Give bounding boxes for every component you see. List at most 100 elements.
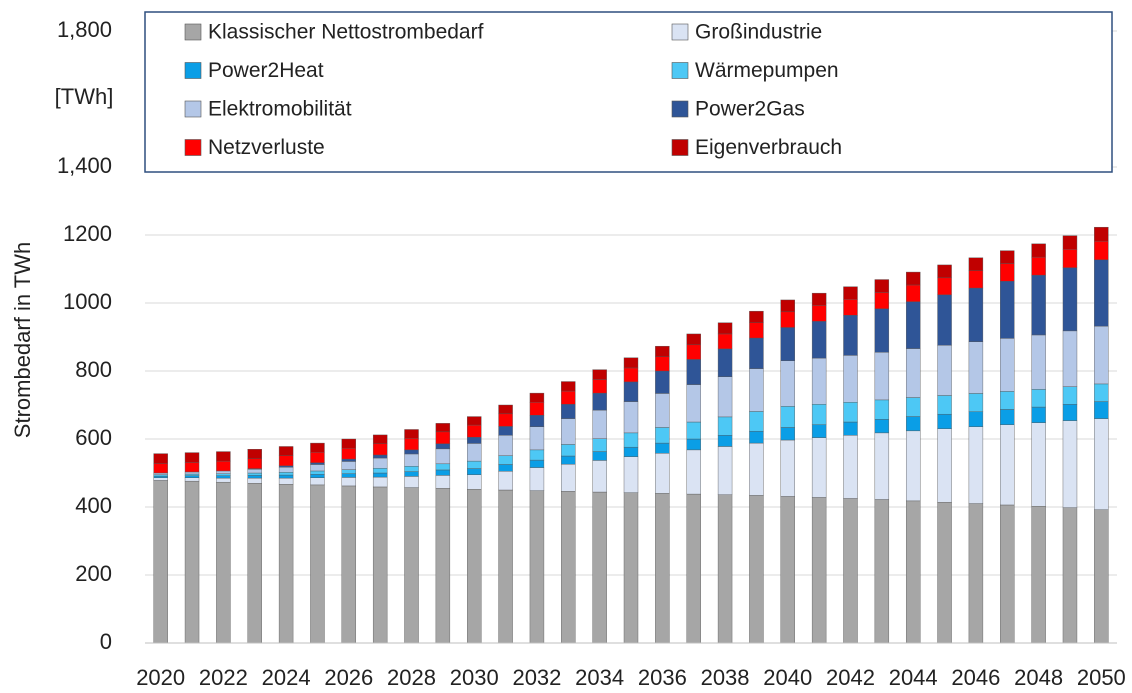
bar-segment (1000, 504, 1015, 644)
bar-segment (905, 397, 921, 417)
bar-segment (780, 327, 795, 362)
bar-segment (623, 401, 639, 434)
bar-segment (968, 257, 984, 271)
bar-segment (247, 477, 262, 484)
bar-segment (247, 472, 262, 476)
bar-segment (561, 381, 576, 392)
bar-segment (341, 469, 357, 474)
bar-segment (1062, 420, 1078, 508)
x-tick-label: 2028 (387, 665, 436, 688)
bar-segment (874, 419, 890, 434)
legend-swatch (671, 100, 689, 118)
bar-segment (1062, 404, 1078, 421)
bar-segment (1094, 226, 1109, 242)
bar-segment (498, 426, 513, 436)
bar-segment (184, 462, 200, 473)
bar-segment (623, 432, 639, 448)
bar-segment (592, 491, 607, 644)
bar-segment (278, 484, 294, 644)
legend-swatch (184, 62, 202, 79)
x-tick-label: 2038 (701, 665, 750, 688)
bar-segment (467, 437, 482, 444)
bar-segment (811, 305, 827, 322)
bar-segment (1000, 409, 1015, 425)
bar-segment (717, 376, 733, 418)
bar-segment (153, 472, 168, 475)
bar-segment (278, 472, 294, 476)
bar-segment (561, 491, 576, 644)
bar-segment (686, 421, 701, 440)
bar-segment (529, 415, 545, 427)
bar-segment (184, 452, 200, 463)
bar-segment (1094, 259, 1109, 327)
bar-segment (341, 447, 357, 460)
bar-segment (341, 473, 357, 478)
x-tick-label: 2032 (512, 665, 561, 688)
bar-segment (372, 434, 388, 444)
bar-segment (968, 426, 984, 504)
bar-segment (780, 439, 795, 497)
bar-segment (686, 344, 701, 360)
bar-segment (874, 279, 890, 293)
bar-segment (686, 384, 701, 423)
bar-segment (655, 345, 670, 357)
bar-segment (655, 370, 670, 394)
bar-segment (937, 344, 952, 396)
bar-segment (749, 322, 764, 339)
bar-segment (310, 470, 325, 475)
bar-segment (874, 308, 890, 353)
bar-segment (372, 468, 388, 474)
bar-segment (467, 474, 482, 490)
bar-segment (780, 427, 795, 441)
bar-segment (216, 477, 231, 483)
y-tick-label: 1,800 (57, 17, 112, 42)
bar-segment (467, 468, 482, 475)
bar-segment (341, 461, 357, 470)
legend-label: Power2Heat (208, 59, 324, 82)
legend-label: Elektromobilität (208, 98, 352, 121)
bar-segment (153, 477, 168, 481)
bar-segment (843, 355, 858, 403)
bar-segment (498, 435, 513, 456)
bar-segment (404, 453, 419, 467)
bar-segment (937, 428, 952, 503)
x-tick-label: 2024 (262, 665, 311, 688)
bar-segment (216, 460, 231, 472)
bar-segment (874, 499, 890, 644)
legend-swatch (184, 139, 202, 156)
bar-segment (749, 310, 764, 323)
bar-segment (843, 315, 858, 356)
y-tick-label: 1,400 (57, 153, 112, 178)
legend-box (144, 11, 1113, 173)
bar-segment (780, 299, 795, 313)
bar-segment (310, 442, 325, 453)
legend-label: Wärmepumpen (695, 59, 839, 82)
x-tick-label: 2026 (324, 665, 373, 688)
bar-segment (404, 438, 419, 451)
bar-segment (1000, 338, 1015, 392)
bar-segment (1000, 391, 1015, 410)
bar-segment (1094, 325, 1109, 385)
bar-segment (686, 493, 701, 644)
bar-segment (1062, 386, 1078, 405)
legend-label: Großindustrie (695, 21, 822, 44)
bar-segment (937, 294, 952, 346)
bar-segment (1000, 250, 1015, 264)
bar-segment (529, 449, 545, 461)
bar-segment (404, 466, 419, 472)
bar-segment (1000, 424, 1015, 506)
bar-segment (529, 467, 545, 491)
legend-label: Eigenverbrauch (695, 136, 842, 159)
bar-segment (1062, 330, 1078, 387)
bar-segment (1031, 274, 1046, 336)
bar-segment (811, 404, 827, 425)
bar-segment (874, 399, 890, 420)
bar-segment (529, 490, 545, 644)
bar-segment (435, 431, 451, 444)
bar-segment (623, 367, 639, 383)
x-tick-label: 2048 (1014, 665, 1063, 688)
bar-segment (655, 356, 670, 372)
bar-segment (216, 451, 231, 462)
bar-segment (780, 360, 795, 407)
bar-segment (216, 481, 231, 644)
